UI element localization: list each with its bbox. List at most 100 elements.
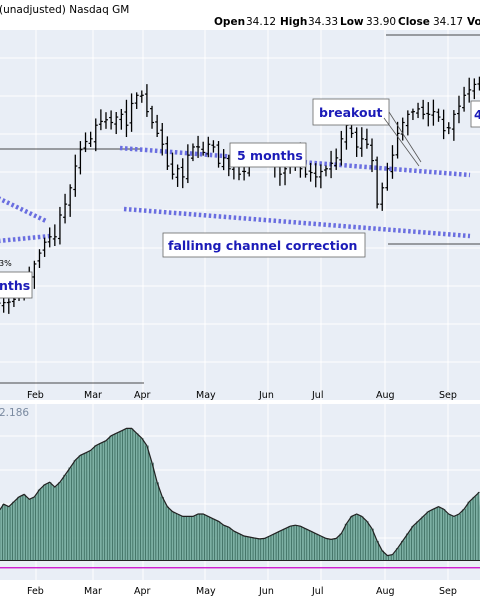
price-bar [359,127,364,157]
price-x-tick-jul: Jul [311,390,323,401]
price-bar [375,156,380,209]
price-bar [180,158,185,189]
price-bar [436,108,441,122]
callout-breakout-pointer [383,117,420,167]
price-bar [114,112,119,135]
price-x-tick-apr: Apr [134,390,151,401]
price-bar [323,165,328,177]
price-bar [318,164,323,189]
price-bar [42,237,47,257]
price-bar [354,127,359,157]
reference-lines [0,34,480,384]
price-bar [1,297,6,313]
indicator-x-tick-feb: Feb [27,586,44,597]
callout-left-partial-text: nths [0,278,30,293]
indicator-x-tick-sep: Sep [439,586,457,597]
price-bar [206,136,211,158]
indicator-line [0,427,480,557]
indicator-x-tick-jul: Jul [311,586,323,597]
price-bar [441,109,446,140]
chart-title: (unadjusted) Nasdaq GM [0,4,129,16]
price-bar [83,132,88,153]
volume-label-partial: Vo [467,16,480,28]
open-label: Open [214,16,245,28]
callout-right-partial: 4 [470,100,480,128]
indicator-value-label: 2.186 [0,407,29,419]
prior-upper-line [0,196,47,224]
price-bar [308,162,313,182]
callout-breakout-box [312,98,390,126]
price-panel: Feb Mar Apr May Jun Jul Aug Sep 5 months fallin… [0,30,480,401]
price-bar [462,86,467,112]
price-bar [57,206,62,245]
indicator-histogram [0,428,479,561]
price-bar [119,108,124,130]
callout-5-months: 5 months [229,142,307,168]
price-bar [103,112,108,129]
price-x-tick-sep: Sep [439,390,457,401]
price-bar [47,227,52,248]
callout-breakout-text: breakout [319,105,382,120]
price-bar [144,84,149,117]
price-bar [329,150,334,179]
price-bar [416,102,421,119]
price-bar [390,145,395,179]
price-x-tick-may: May [196,390,216,401]
callout-right-partial-text: 4 [474,107,480,122]
low-label: Low [340,16,364,28]
price-bar [185,144,190,184]
price-bar [32,260,37,289]
price-bar [124,99,129,138]
open-value: 34.12 [246,16,276,28]
price-bar [109,110,114,130]
price-bar [37,249,42,268]
price-bar [216,141,221,168]
callout-falling-channel-box [162,232,366,258]
callout-breakout: breakout [312,98,422,167]
price-bar [165,136,170,170]
price-bar [150,105,155,129]
callout-falling-channel: fallinng channel correction [162,232,366,258]
price-bar [6,298,11,314]
price-bar [400,117,405,141]
indicator-x-tick-may: May [196,586,216,597]
price-x-axis: Feb Mar Apr May Jun Jul Aug Sep [27,390,457,401]
price-bar [364,128,369,149]
price-bar [73,154,78,197]
price-bar [0,302,1,304]
price-bar [175,164,180,187]
price-bar [410,108,415,121]
price-bar [334,148,339,170]
price-bar [68,184,73,217]
high-value: 34.33 [308,16,338,28]
price-bar [139,90,144,103]
price-bar [446,122,451,135]
price-bar [405,110,410,136]
indicator-x-axis: Feb Mar Apr May Jun Jul Aug Sep [27,586,457,597]
close-label: Close [398,16,430,28]
price-bar [421,99,426,120]
price-bar [451,110,456,141]
indicator-x-tick-aug: Aug [376,586,395,597]
price-bar [380,182,385,211]
callout-left-partial: nths 3% [0,259,33,299]
price-x-tick-aug: Aug [376,390,395,401]
price-bar [190,143,195,162]
price-x-tick-feb: Feb [27,390,44,401]
price-bar [196,135,201,158]
price-bar [226,154,231,177]
price-x-tick-jun: Jun [258,390,274,401]
callout-breakout-pointer-2 [388,111,422,163]
indicator-panel: 2.186 Feb Mar Apr May Jun Jul Aug Sep [0,404,480,597]
price-bar [63,193,68,224]
price-bar [456,95,461,124]
price-x-tick-mar: Mar [84,390,102,401]
price-bar [385,162,390,191]
price-bar [93,118,98,152]
price-bar [431,99,436,126]
indicator-x-tick-mar: Mar [84,586,102,597]
price-bar [395,121,400,159]
price-bar [221,149,226,171]
low-value: 33.90 [366,16,396,28]
